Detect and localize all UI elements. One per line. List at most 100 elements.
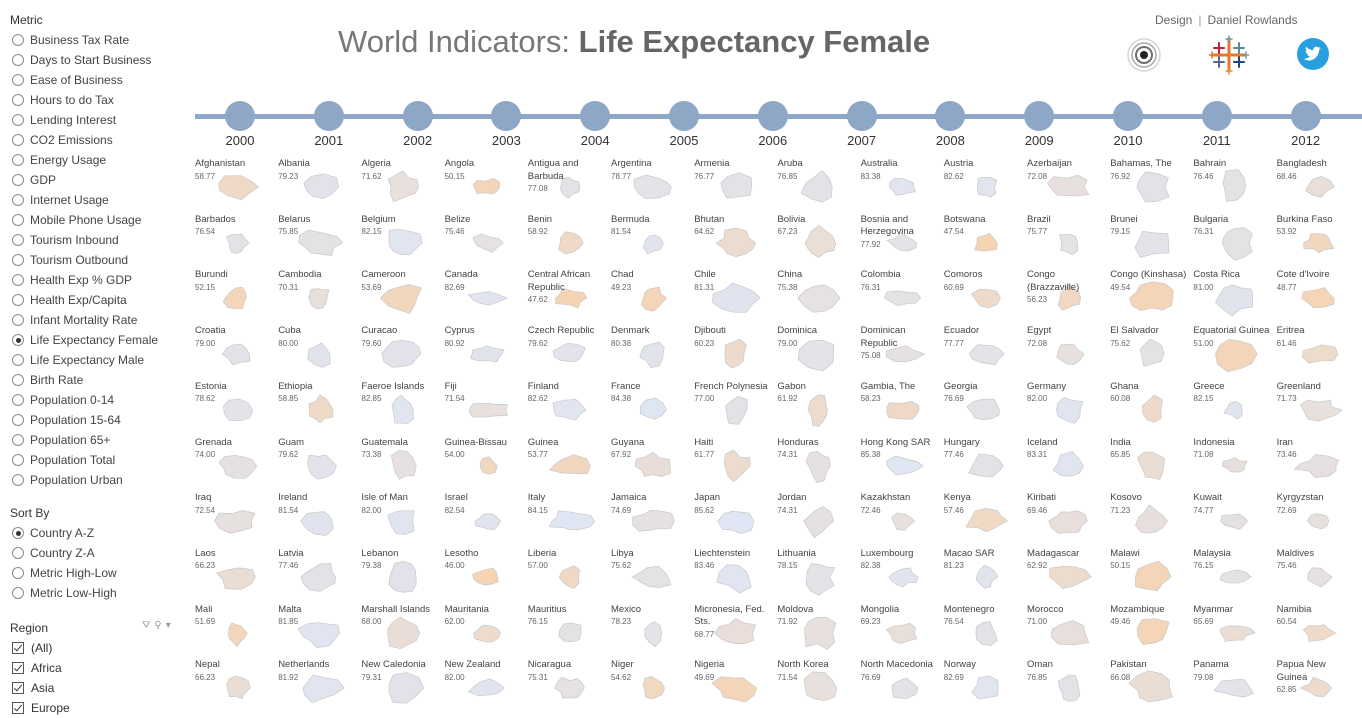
country-shape[interactable] <box>1120 381 1182 429</box>
country-shape[interactable] <box>371 214 433 262</box>
country-cell[interactable]: Mongolia 69.23 <box>861 604 944 659</box>
country-cell[interactable]: Ecuador 77.77 <box>944 325 1027 380</box>
country-shape[interactable] <box>1287 158 1349 206</box>
year-dot-2000[interactable] <box>225 101 255 131</box>
country-cell[interactable]: North Korea 71.54 <box>777 659 860 714</box>
country-cell[interactable]: Isle of Man 82.00 <box>361 492 444 547</box>
country-cell[interactable]: Germany 82.00 <box>1027 381 1110 436</box>
metric-label[interactable]: Life Expectancy Female <box>30 333 159 347</box>
country-cell[interactable]: Iceland 83.31 <box>1027 437 1110 492</box>
country-cell[interactable]: Kuwait 74.77 <box>1193 492 1276 547</box>
country-cell[interactable]: Congo (Brazzaville) 56.23 <box>1027 269 1110 324</box>
metric-radio-population-total[interactable]: Population Total <box>12 450 158 470</box>
country-shape[interactable] <box>1037 158 1099 206</box>
country-cell[interactable]: Macao SAR 81.23 <box>944 548 1027 603</box>
metric-label[interactable]: Tourism Inbound <box>30 233 119 247</box>
country-cell[interactable]: Israel 82.54 <box>445 492 528 547</box>
country-shape[interactable] <box>455 269 517 317</box>
country-cell[interactable]: Georgia 76.69 <box>944 381 1027 436</box>
country-cell[interactable]: Honduras 74.31 <box>777 437 860 492</box>
metric-radio-birth-rate[interactable]: Birth Rate <box>12 370 158 390</box>
sort-radio-country-a-z[interactable]: Country A-Z <box>12 523 117 543</box>
country-cell[interactable]: Lebanon 79.38 <box>361 548 444 603</box>
country-shape[interactable] <box>455 214 517 262</box>
country-cell[interactable]: Colombia 76.31 <box>861 269 944 324</box>
sort-label[interactable]: Country A-Z <box>30 526 95 540</box>
country-shape[interactable] <box>371 604 433 652</box>
country-shape[interactable] <box>954 381 1016 429</box>
country-cell[interactable]: Lithuania 78.15 <box>777 548 860 603</box>
year-dot-2009[interactable] <box>1024 101 1055 131</box>
country-shape[interactable] <box>1287 548 1349 596</box>
country-shape[interactable] <box>1203 492 1265 540</box>
metric-label[interactable]: Mobile Phone Usage <box>30 213 142 227</box>
country-shape[interactable] <box>1120 604 1182 652</box>
metric-label[interactable]: CO2 Emissions <box>30 133 113 147</box>
country-shape[interactable] <box>1037 604 1099 652</box>
country-cell[interactable]: Libya 75.62 <box>611 548 694 603</box>
country-cell[interactable]: Guatemala 73.38 <box>361 437 444 492</box>
country-shape[interactable] <box>787 214 849 262</box>
country-cell[interactable]: Congo (Kinshasa) 49.54 <box>1110 269 1193 324</box>
radio-empty-icon[interactable] <box>12 294 24 306</box>
country-cell[interactable]: Algeria 71.62 <box>361 158 444 213</box>
country-cell[interactable]: New Caledonia 79.31 <box>361 659 444 714</box>
metric-label[interactable]: Population 15-64 <box>30 413 121 427</box>
country-cell[interactable]: Norway 82.69 <box>944 659 1027 714</box>
country-cell[interactable]: Ireland 81.54 <box>278 492 361 547</box>
country-shape[interactable] <box>787 158 849 206</box>
country-shape[interactable] <box>954 604 1016 652</box>
country-cell[interactable]: Curacao 79.60 <box>361 325 444 380</box>
year-label-2010[interactable]: 2010 <box>1113 133 1143 148</box>
year-dot-2001[interactable] <box>313 101 344 131</box>
metric-radio-lending-interest[interactable]: Lending Interest <box>12 110 158 130</box>
country-cell[interactable]: Benin 58.92 <box>528 214 611 269</box>
country-cell[interactable]: Luxembourg 82.38 <box>861 548 944 603</box>
year-dot-2011[interactable] <box>1201 101 1232 131</box>
country-shape[interactable] <box>288 269 350 317</box>
country-cell[interactable]: Dominica 79.00 <box>777 325 860 380</box>
country-shape[interactable] <box>871 381 933 429</box>
country-cell[interactable]: Nigeria 49.69 <box>694 659 777 714</box>
checkbox-checked-icon[interactable] <box>12 702 24 714</box>
country-cell[interactable]: Pakistan 66.08 <box>1110 659 1193 714</box>
country-shape[interactable] <box>455 604 517 652</box>
country-shape[interactable] <box>371 269 433 317</box>
country-cell[interactable]: Central African Republic 47.62 <box>528 269 611 324</box>
radio-empty-icon[interactable] <box>12 214 24 226</box>
country-cell[interactable]: Equatorial Guinea 51.00 <box>1193 325 1276 380</box>
country-cell[interactable]: Kiribati 69.46 <box>1027 492 1110 547</box>
country-shape[interactable] <box>288 492 350 540</box>
year-dot-2012[interactable] <box>1290 101 1321 131</box>
country-cell[interactable]: Myanmar 65.69 <box>1193 604 1276 659</box>
country-shape[interactable] <box>954 492 1016 540</box>
country-cell[interactable]: Aruba 76.85 <box>777 158 860 213</box>
metric-label[interactable]: GDP <box>30 173 57 187</box>
radio-empty-icon[interactable] <box>12 474 24 486</box>
metric-label[interactable]: Infant Mortality Rate <box>30 313 138 327</box>
region-label[interactable]: Africa <box>31 661 62 675</box>
country-shape[interactable] <box>871 214 933 262</box>
country-shape[interactable] <box>787 659 849 707</box>
country-cell[interactable]: Bhutan 64.62 <box>694 214 777 269</box>
country-shape[interactable] <box>1287 269 1349 317</box>
country-cell[interactable]: Iraq 72.54 <box>195 492 278 547</box>
country-cell[interactable]: Mauritania 62.00 <box>445 604 528 659</box>
region-checkbox-europe[interactable]: Europe <box>12 698 70 718</box>
country-shape[interactable] <box>1203 604 1265 652</box>
country-cell[interactable]: Croatia 79.00 <box>195 325 278 380</box>
country-shape[interactable] <box>704 548 766 596</box>
country-shape[interactable] <box>371 381 433 429</box>
metric-label[interactable]: Health Exp % GDP <box>30 273 133 287</box>
country-shape[interactable] <box>205 214 267 262</box>
metric-radio-population-0-14[interactable]: Population 0-14 <box>12 390 158 410</box>
radio-empty-icon[interactable] <box>12 454 24 466</box>
country-cell[interactable]: Czech Republic 79.62 <box>528 325 611 380</box>
metric-radio-ease-of-business[interactable]: Ease of Business <box>12 70 158 90</box>
country-shape[interactable] <box>455 437 517 485</box>
country-cell[interactable]: Brunei 79.15 <box>1110 214 1193 269</box>
country-shape[interactable] <box>371 548 433 596</box>
country-cell[interactable]: Ethiopia 58.85 <box>278 381 361 436</box>
country-cell[interactable]: Bulgaria 76.31 <box>1193 214 1276 269</box>
country-cell[interactable]: Marshall Islands 68.00 <box>361 604 444 659</box>
